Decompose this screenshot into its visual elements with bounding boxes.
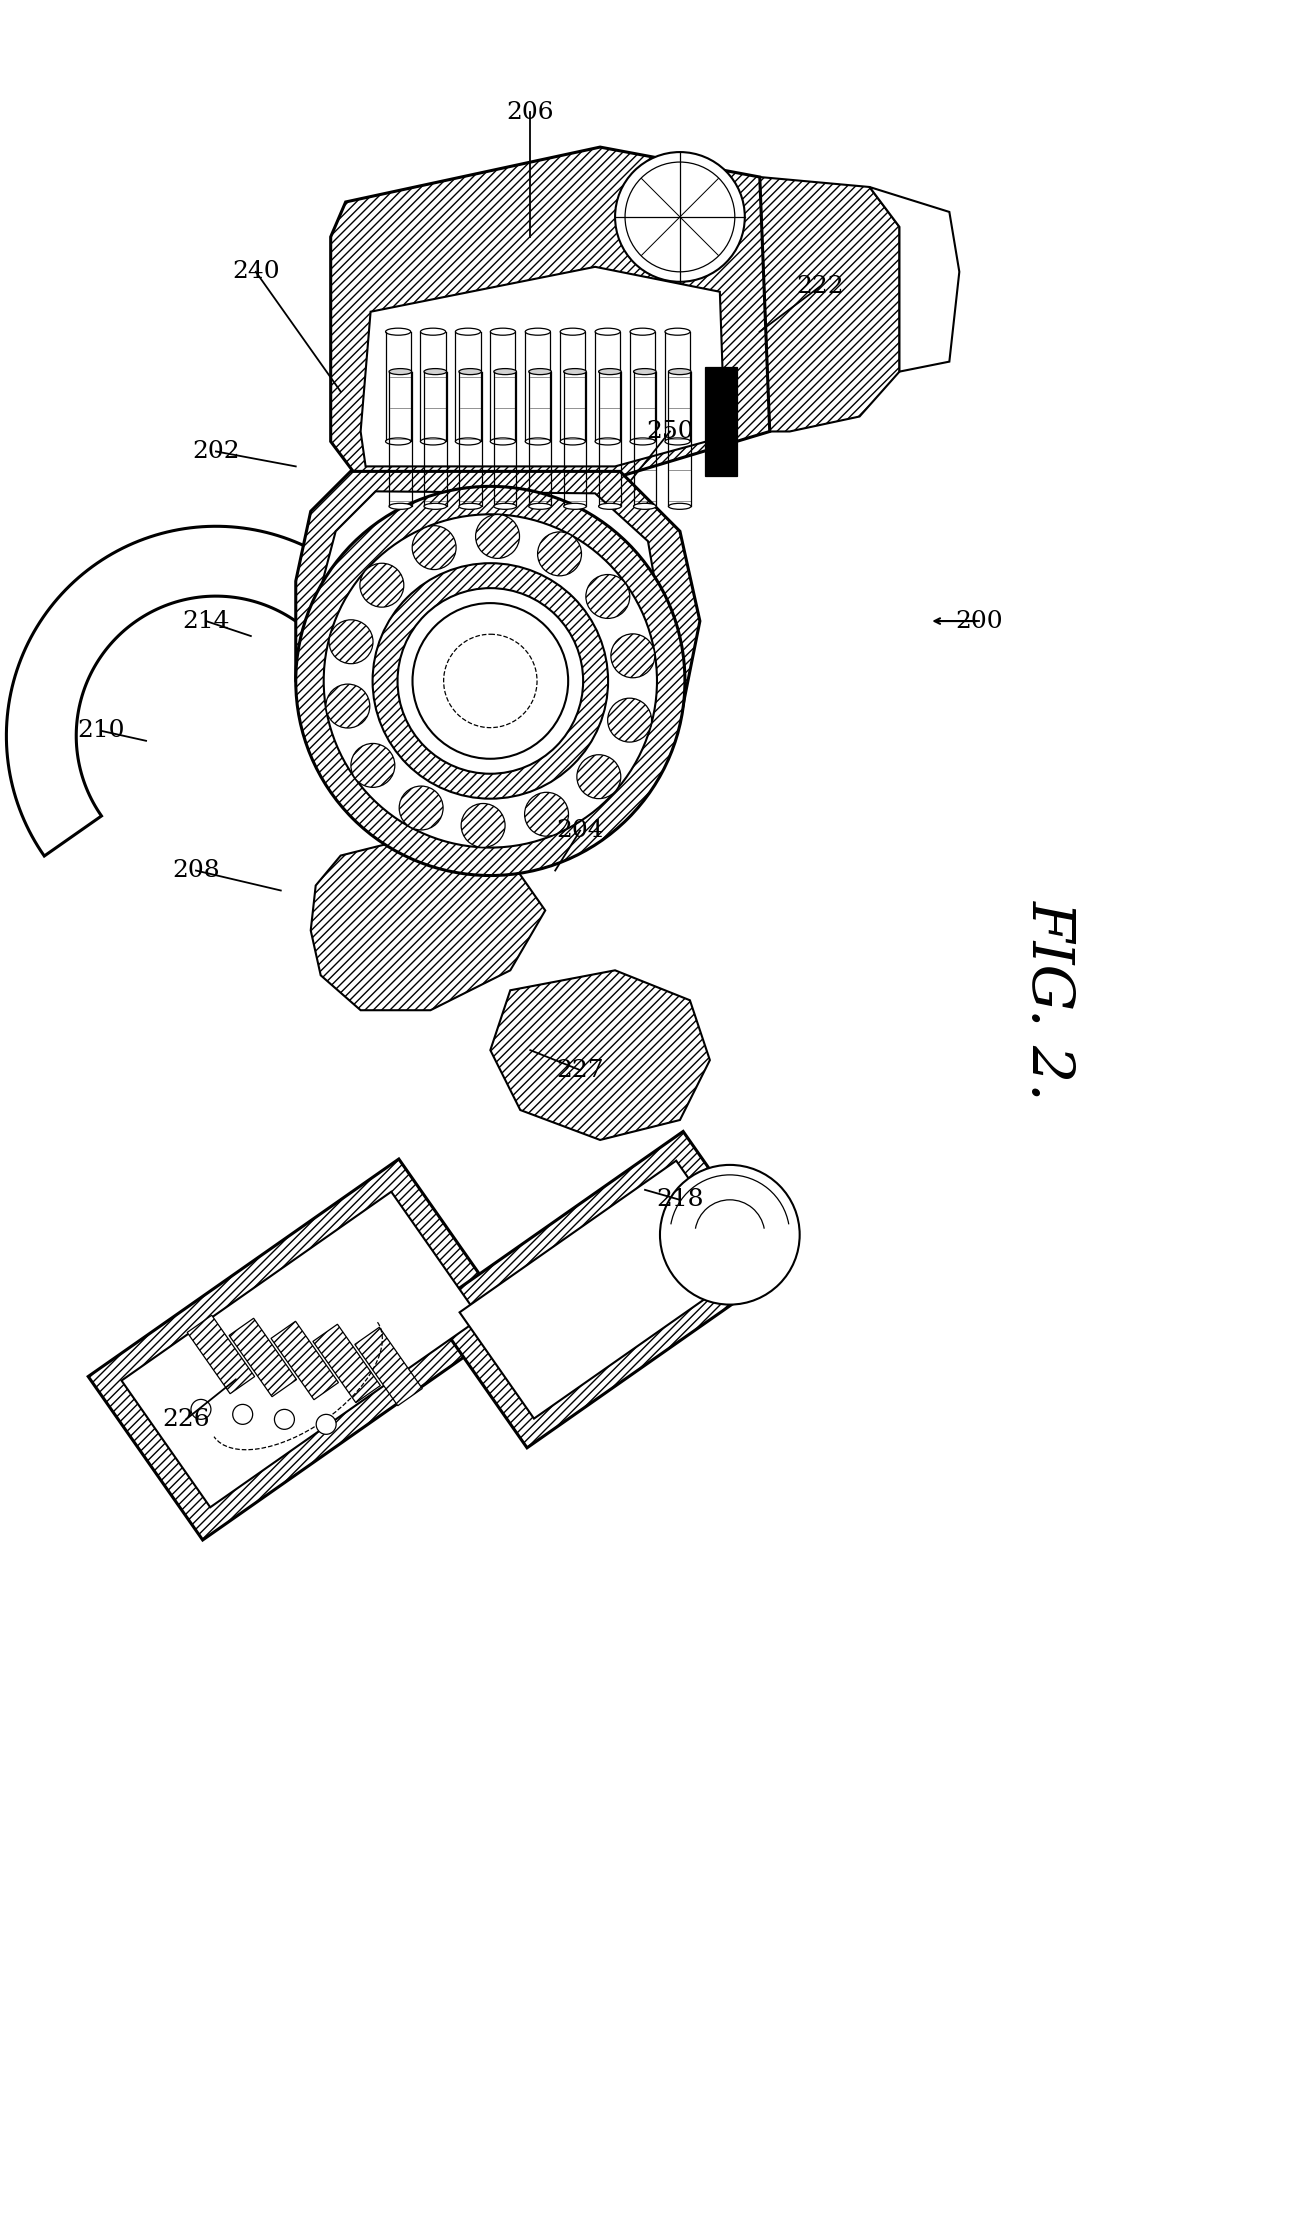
Circle shape bbox=[399, 787, 443, 829]
Ellipse shape bbox=[563, 503, 587, 510]
Ellipse shape bbox=[526, 329, 550, 335]
Ellipse shape bbox=[388, 503, 412, 510]
Ellipse shape bbox=[561, 438, 585, 445]
Circle shape bbox=[585, 574, 629, 619]
Circle shape bbox=[660, 1164, 800, 1305]
Ellipse shape bbox=[561, 329, 585, 335]
Ellipse shape bbox=[528, 369, 552, 375]
Text: 200: 200 bbox=[956, 610, 1004, 633]
Bar bbox=[704, 367, 737, 476]
Ellipse shape bbox=[423, 369, 447, 375]
Ellipse shape bbox=[386, 329, 411, 335]
Polygon shape bbox=[360, 266, 725, 467]
Ellipse shape bbox=[456, 329, 480, 335]
Circle shape bbox=[524, 793, 569, 836]
Polygon shape bbox=[313, 1323, 381, 1404]
Ellipse shape bbox=[598, 369, 622, 375]
Circle shape bbox=[190, 1399, 211, 1419]
Ellipse shape bbox=[631, 438, 655, 445]
Polygon shape bbox=[229, 1319, 297, 1397]
Circle shape bbox=[461, 805, 505, 847]
Circle shape bbox=[326, 684, 370, 729]
Polygon shape bbox=[311, 831, 545, 1010]
Ellipse shape bbox=[491, 329, 515, 335]
Ellipse shape bbox=[456, 438, 480, 445]
Circle shape bbox=[324, 514, 657, 847]
Text: 214: 214 bbox=[183, 610, 229, 633]
Polygon shape bbox=[760, 177, 900, 431]
Polygon shape bbox=[188, 1314, 255, 1395]
Ellipse shape bbox=[458, 503, 482, 510]
Text: 210: 210 bbox=[78, 720, 124, 742]
Text: 218: 218 bbox=[657, 1189, 703, 1211]
Ellipse shape bbox=[493, 503, 517, 510]
Ellipse shape bbox=[526, 438, 550, 445]
Circle shape bbox=[233, 1404, 253, 1424]
Polygon shape bbox=[295, 472, 699, 840]
Ellipse shape bbox=[458, 369, 482, 375]
Polygon shape bbox=[122, 1191, 480, 1506]
Circle shape bbox=[611, 635, 655, 677]
Ellipse shape bbox=[596, 329, 620, 335]
Polygon shape bbox=[355, 1328, 422, 1406]
Circle shape bbox=[412, 525, 456, 570]
Ellipse shape bbox=[388, 369, 412, 375]
Circle shape bbox=[398, 588, 583, 773]
Circle shape bbox=[537, 532, 581, 577]
Circle shape bbox=[413, 603, 569, 758]
Text: 206: 206 bbox=[506, 101, 554, 123]
Polygon shape bbox=[319, 492, 660, 793]
Text: 250: 250 bbox=[646, 420, 694, 443]
Ellipse shape bbox=[668, 503, 692, 510]
Ellipse shape bbox=[598, 503, 622, 510]
Circle shape bbox=[475, 514, 519, 559]
Text: 227: 227 bbox=[557, 1059, 603, 1082]
Text: 202: 202 bbox=[192, 440, 240, 463]
Circle shape bbox=[275, 1410, 294, 1430]
Ellipse shape bbox=[664, 438, 690, 445]
Ellipse shape bbox=[563, 369, 587, 375]
Ellipse shape bbox=[631, 329, 655, 335]
Polygon shape bbox=[491, 970, 710, 1140]
Text: 204: 204 bbox=[557, 818, 603, 843]
Polygon shape bbox=[88, 1160, 513, 1540]
Text: 226: 226 bbox=[162, 1408, 210, 1430]
Circle shape bbox=[351, 744, 395, 787]
Text: FIG. 2.: FIG. 2. bbox=[1020, 901, 1077, 1100]
Circle shape bbox=[329, 619, 373, 664]
Polygon shape bbox=[430, 1131, 781, 1448]
Circle shape bbox=[625, 163, 734, 273]
Polygon shape bbox=[271, 1321, 338, 1399]
Polygon shape bbox=[6, 525, 337, 856]
Circle shape bbox=[295, 487, 685, 876]
Ellipse shape bbox=[386, 438, 411, 445]
Circle shape bbox=[360, 563, 404, 608]
Ellipse shape bbox=[596, 438, 620, 445]
Circle shape bbox=[576, 755, 620, 798]
Ellipse shape bbox=[421, 438, 445, 445]
Polygon shape bbox=[330, 148, 769, 481]
Text: 222: 222 bbox=[796, 275, 843, 297]
Polygon shape bbox=[460, 1160, 751, 1419]
Circle shape bbox=[373, 563, 609, 798]
Polygon shape bbox=[869, 188, 960, 371]
Ellipse shape bbox=[633, 503, 657, 510]
Ellipse shape bbox=[633, 369, 657, 375]
Ellipse shape bbox=[493, 369, 517, 375]
Circle shape bbox=[615, 152, 745, 282]
Ellipse shape bbox=[491, 438, 515, 445]
Ellipse shape bbox=[664, 329, 690, 335]
Ellipse shape bbox=[421, 329, 445, 335]
Circle shape bbox=[316, 1415, 337, 1435]
Text: 208: 208 bbox=[172, 858, 220, 883]
Ellipse shape bbox=[528, 503, 552, 510]
Ellipse shape bbox=[668, 369, 692, 375]
Circle shape bbox=[607, 697, 651, 742]
Ellipse shape bbox=[423, 503, 447, 510]
Text: 240: 240 bbox=[232, 259, 280, 284]
